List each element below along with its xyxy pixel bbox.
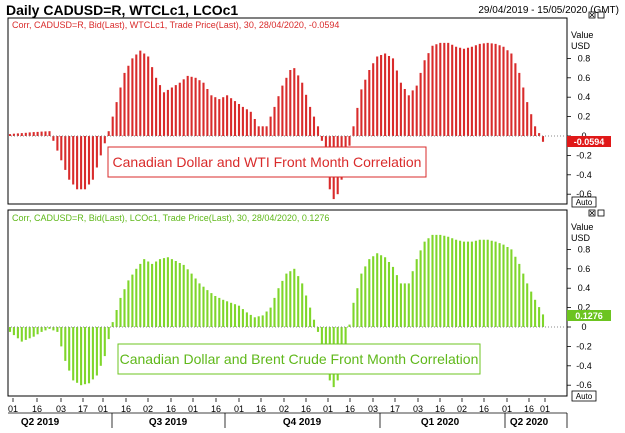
x-tick-label: 01: [188, 404, 198, 414]
x-tick-label: 16: [524, 404, 534, 414]
brent-last-value: 0.1276: [575, 311, 603, 321]
brent-y-tick-label: 0.4: [578, 283, 591, 293]
brent-ylabel-value: Value: [571, 222, 593, 232]
brent-y-tick-label: 0.2: [578, 303, 591, 313]
brent-auto-label: Auto: [576, 392, 593, 401]
brent-y-tick-label: 0.6: [578, 264, 591, 274]
x-tick-label: 02: [457, 404, 467, 414]
brent-y-tick-label: -0.4: [576, 361, 592, 371]
quarter-label: Q1 2020: [421, 417, 460, 428]
brent-ylabel-usd: USD: [571, 233, 591, 243]
x-tick-label: 01: [502, 404, 512, 414]
x-tick-label: 16: [211, 404, 221, 414]
wti-annotation: Canadian Dollar and WTI Front Month Corr…: [113, 154, 422, 170]
x-tick-label: 01: [540, 404, 550, 414]
x-tick-label: 16: [121, 404, 131, 414]
wti-y-tick-label: 0.8: [578, 53, 591, 63]
wti-bars: [8, 42, 545, 200]
wti-y-axis: Value USD 0.80.60.40.20-0.2-0.4-0.6: [567, 30, 593, 199]
x-tick-label: 16: [256, 404, 266, 414]
brent-y-tick-label: 0.8: [578, 244, 591, 254]
brent-last-value-tag: 0.1276: [567, 310, 611, 321]
x-axis-ticks: 01 16 03 17 01 16 02 16 01 16 01 16 02 16 01 16 03 17 03 16…: [8, 398, 550, 414]
wti-y-tick-label: 0.6: [578, 73, 591, 83]
brent-annotation: Canadian Dollar and Brent Crude Front Mo…: [120, 351, 479, 367]
x-tick-label: 16: [32, 404, 42, 414]
quarter-label: Q2 2019: [21, 417, 60, 428]
x-tick-label: 03: [368, 404, 378, 414]
brent-bars: [8, 234, 545, 388]
brent-y-tick-label: -0.2: [576, 341, 592, 351]
wti-y-tick-label: -0.4: [576, 170, 592, 180]
x-tick-label: 01: [234, 404, 244, 414]
x-tick-label: 01: [8, 404, 18, 414]
x-tick-label: 03: [413, 404, 423, 414]
wti-y-tick-label: 0.2: [578, 112, 591, 122]
wti-panel-frame: [7, 17, 568, 205]
date-range: 29/04/2019 - 15/05/2020 (GMT): [478, 5, 619, 16]
x-tick-label: 16: [479, 404, 489, 414]
x-tick-label: 16: [166, 404, 176, 414]
x-tick-label: 01: [98, 404, 108, 414]
brent-legend: Corr, CADUSD=R, Bid(Last), LCOc1, Trade …: [12, 213, 329, 223]
x-tick-label: 03: [56, 404, 66, 414]
brent-annotation-box: Canadian Dollar and Brent Crude Front Mo…: [117, 343, 481, 375]
x-tick-label: 17: [390, 404, 400, 414]
wti-annotation-box: Canadian Dollar and WTI Front Month Corr…: [107, 146, 427, 178]
wti-ylabel-usd: USD: [571, 41, 591, 51]
wti-ylabel-value: Value: [571, 30, 593, 40]
wti-panel-controls[interactable]: [588, 11, 605, 19]
x-axis-quarters: Q2 2019 Q3 2019 Q4 2019 Q1 2020 Q2 2020: [21, 413, 568, 428]
brent-y-axis: Value USD 0.8 0.6 0.4 0.2 0 -0.2 -0.4 -0.6: [567, 222, 593, 390]
x-tick-label: 02: [143, 404, 153, 414]
x-tick-label: 16: [435, 404, 445, 414]
x-tick-label: 01: [323, 404, 333, 414]
wti-y-tick-label: -0.2: [576, 150, 592, 160]
quarter-label: Q4 2019: [283, 417, 322, 428]
brent-auto-button[interactable]: [571, 390, 597, 402]
chart-title: Daily CADUSD=R, WTCLc1, LCOc1: [6, 2, 239, 18]
wti-y-tick-label: -0.6: [576, 189, 592, 199]
x-tick-label: 17: [78, 404, 88, 414]
quarter-label: Q2 2020: [510, 417, 549, 428]
x-tick-label: 02: [279, 404, 289, 414]
wti-last-value: -0.0594: [574, 137, 605, 147]
wti-auto-label: Auto: [576, 198, 593, 207]
wti-y-tick-label: 0.4: [578, 92, 591, 102]
wti-legend: Corr, CADUSD=R, Bid(Last), WTCLc1, Trade…: [12, 20, 339, 30]
x-tick-label: 16: [301, 404, 311, 414]
brent-panel-frame: [7, 209, 568, 397]
brent-y-tick-label: 0: [581, 322, 586, 332]
brent-panel-controls[interactable]: [588, 209, 605, 217]
brent-y-tick-label: -0.6: [576, 380, 592, 390]
wti-last-value-tag: -0.0594: [567, 136, 611, 147]
quarter-label: Q3 2019: [149, 417, 188, 428]
wti-auto-button[interactable]: [571, 196, 597, 208]
x-tick-label: 16: [345, 404, 355, 414]
